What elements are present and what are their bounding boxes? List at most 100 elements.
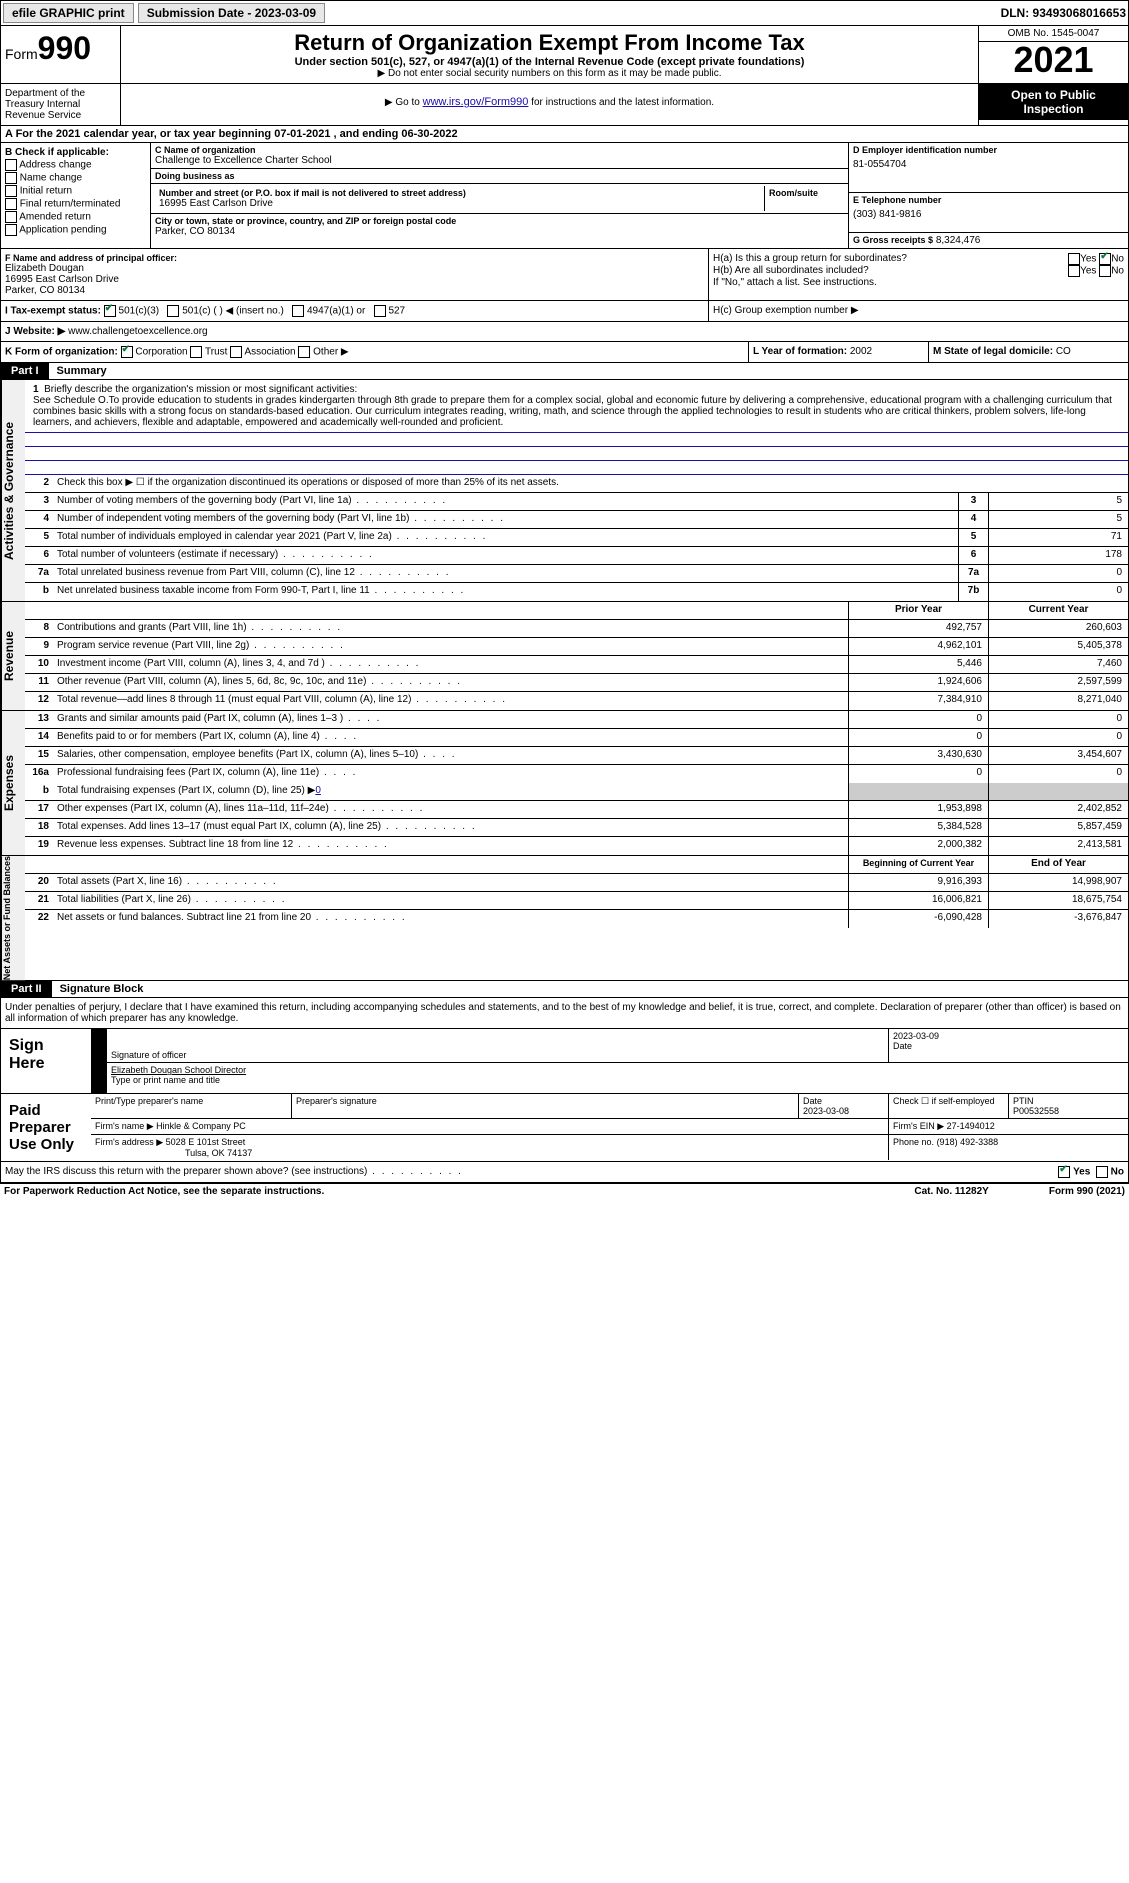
cell-phone: E Telephone number (303) 841-9816 bbox=[849, 193, 1128, 233]
line-11-current: 2,597,599 bbox=[988, 674, 1128, 691]
line-5-box: 5 bbox=[958, 529, 988, 546]
sig-date-label: Date bbox=[893, 1041, 1124, 1051]
page-footer: For Paperwork Reduction Act Notice, see … bbox=[0, 1183, 1129, 1199]
cb-discuss-no[interactable] bbox=[1096, 1166, 1108, 1178]
officer-addr1: 16995 East Carlson Drive bbox=[5, 274, 704, 285]
efile-button[interactable]: efile GRAPHIC print bbox=[3, 3, 134, 23]
cb-501c[interactable] bbox=[167, 305, 179, 317]
row-a-mid: , and ending bbox=[330, 128, 401, 140]
inspection-cell: Open to Public Inspection bbox=[978, 84, 1128, 125]
revenue-vert-label: Revenue bbox=[1, 602, 25, 710]
line-18-current: 5,857,459 bbox=[988, 819, 1128, 836]
city-label: City or town, state or province, country… bbox=[155, 216, 844, 226]
firm-value: Hinkle & Company PC bbox=[156, 1121, 246, 1131]
line-13: 13 Grants and similar amounts paid (Part… bbox=[25, 711, 1128, 729]
part-1-title: Summary bbox=[49, 365, 107, 377]
line-8: 8 Contributions and grants (Part VIII, l… bbox=[25, 620, 1128, 638]
row-a-end: 06-30-2022 bbox=[401, 128, 457, 140]
submission-date-button[interactable]: Submission Date - 2023-03-09 bbox=[138, 3, 325, 23]
line-8-prior: 492,757 bbox=[848, 620, 988, 637]
hdr-end-year: End of Year bbox=[988, 856, 1128, 873]
line-18-text: Total expenses. Add lines 13–17 (must eq… bbox=[55, 819, 848, 836]
line-14-current: 0 bbox=[988, 729, 1128, 746]
inspection-label: Open to Public Inspection bbox=[979, 84, 1128, 120]
cb-corporation[interactable] bbox=[121, 346, 133, 358]
line-3-val: 5 bbox=[988, 493, 1128, 510]
col-c-name-address: C Name of organization Challenge to Exce… bbox=[151, 143, 848, 248]
cb-name-change[interactable]: Name change bbox=[5, 172, 146, 184]
declaration-block: Under penalties of perjury, I declare th… bbox=[0, 998, 1129, 1029]
cb-501c3[interactable] bbox=[104, 305, 116, 317]
cb-4947[interactable] bbox=[292, 305, 304, 317]
netassets-header-row: Beginning of Current Year End of Year bbox=[25, 856, 1128, 874]
cell-city: City or town, state or province, country… bbox=[151, 214, 848, 239]
row-k: K Form of organization: Corporation Trus… bbox=[1, 342, 748, 362]
row-m: M State of legal domicile: CO bbox=[928, 342, 1128, 362]
phone-value: (303) 841-9816 bbox=[853, 205, 1124, 220]
part-2-label: Part II bbox=[1, 981, 52, 997]
cb-527[interactable] bbox=[374, 305, 386, 317]
cb-association[interactable] bbox=[230, 346, 242, 358]
section-b-to-g: B Check if applicable: Address change Na… bbox=[0, 143, 1129, 249]
expenses-vert-label: Expenses bbox=[1, 711, 25, 855]
line-5-num: 5 bbox=[25, 529, 55, 546]
cb-final-return[interactable]: Final return/terminated bbox=[5, 198, 146, 210]
irs-link[interactable]: www.irs.gov/Form990 bbox=[423, 96, 529, 108]
cb-other[interactable] bbox=[298, 346, 310, 358]
sig-name-label: Type or print name and title bbox=[111, 1075, 1124, 1085]
line-2: 2 Check this box ▶ ☐ if the organization… bbox=[25, 475, 1128, 493]
line-21: 21 Total liabilities (Part X, line 26) 1… bbox=[25, 892, 1128, 910]
row-i: I Tax-exempt status: 501(c)(3) 501(c) ( … bbox=[1, 301, 708, 321]
line-b-box: 7b bbox=[958, 583, 988, 601]
line-19: 19 Revenue less expenses. Subtract line … bbox=[25, 837, 1128, 855]
line-20-current: 14,998,907 bbox=[988, 874, 1128, 891]
line-4: 4 Number of independent voting members o… bbox=[25, 511, 1128, 529]
hc-label: H(c) Group exemption number ▶ bbox=[713, 305, 859, 316]
hdr-current-year: Current Year bbox=[988, 602, 1128, 619]
line-16b-prior bbox=[848, 783, 988, 800]
form-header: Form990 Return of Organization Exempt Fr… bbox=[0, 26, 1129, 84]
line-19-prior: 2,000,382 bbox=[848, 837, 988, 855]
line-16b: b Total fundraising expenses (Part IX, c… bbox=[25, 783, 1128, 801]
form-word: Form bbox=[5, 46, 38, 62]
line-12-text: Total revenue—add lines 8 through 11 (mu… bbox=[55, 692, 848, 710]
line-10-text: Investment income (Part VIII, column (A)… bbox=[55, 656, 848, 673]
org-name-label: C Name of organization bbox=[155, 145, 844, 155]
prep-sig-label: Preparer's signature bbox=[291, 1094, 798, 1118]
ha-answer: Yes No bbox=[1068, 253, 1124, 265]
prep-date-label: Date bbox=[803, 1096, 884, 1106]
cb-address-change[interactable]: Address change bbox=[5, 159, 146, 171]
cb-trust[interactable] bbox=[190, 346, 202, 358]
opt-trust: Trust bbox=[205, 347, 227, 358]
sign-here-block: Sign Here Signature of officer 2023-03-0… bbox=[0, 1029, 1129, 1094]
col-b-title: B Check if applicable: bbox=[5, 147, 146, 158]
officer-label: F Name and address of principal officer: bbox=[5, 253, 704, 263]
cb-initial-return[interactable]: Initial return bbox=[5, 185, 146, 197]
line-16b-current bbox=[988, 783, 1128, 800]
line-11-num: 11 bbox=[25, 674, 55, 691]
line-22-current: -3,676,847 bbox=[988, 910, 1128, 928]
cb-discuss-yes[interactable] bbox=[1058, 1166, 1070, 1178]
gross-value: 8,324,476 bbox=[936, 235, 981, 246]
sig-date-value: 2023-03-09 bbox=[893, 1031, 1124, 1041]
line-16a-num: 16a bbox=[25, 765, 55, 783]
line-15-prior: 3,430,630 bbox=[848, 747, 988, 764]
line-21-current: 18,675,754 bbox=[988, 892, 1128, 909]
line-22-num: 22 bbox=[25, 910, 55, 928]
line-19-num: 19 bbox=[25, 837, 55, 855]
cb-amended-return[interactable]: Amended return bbox=[5, 211, 146, 223]
row-k-l-m: K Form of organization: Corporation Trus… bbox=[0, 342, 1129, 363]
header-right: OMB No. 1545-0047 2021 bbox=[978, 26, 1128, 83]
col-h: H(a) Is this a group return for subordin… bbox=[708, 249, 1128, 300]
cb-application-pending[interactable]: Application pending bbox=[5, 224, 146, 236]
opt-assoc: Association bbox=[244, 347, 295, 358]
line-11: 11 Other revenue (Part VIII, column (A),… bbox=[25, 674, 1128, 692]
line-7a-num: 7a bbox=[25, 565, 55, 582]
line-6: 6 Total number of volunteers (estimate i… bbox=[25, 547, 1128, 565]
form-number-cell: Form990 bbox=[1, 26, 121, 83]
row-a-begin: 07-01-2021 bbox=[274, 128, 330, 140]
line-4-box: 4 bbox=[958, 511, 988, 528]
part-1-header: Part I Summary bbox=[0, 363, 1129, 380]
line-3-box: 3 bbox=[958, 493, 988, 510]
mission-text: See Schedule O.To provide education to s… bbox=[33, 395, 1112, 428]
